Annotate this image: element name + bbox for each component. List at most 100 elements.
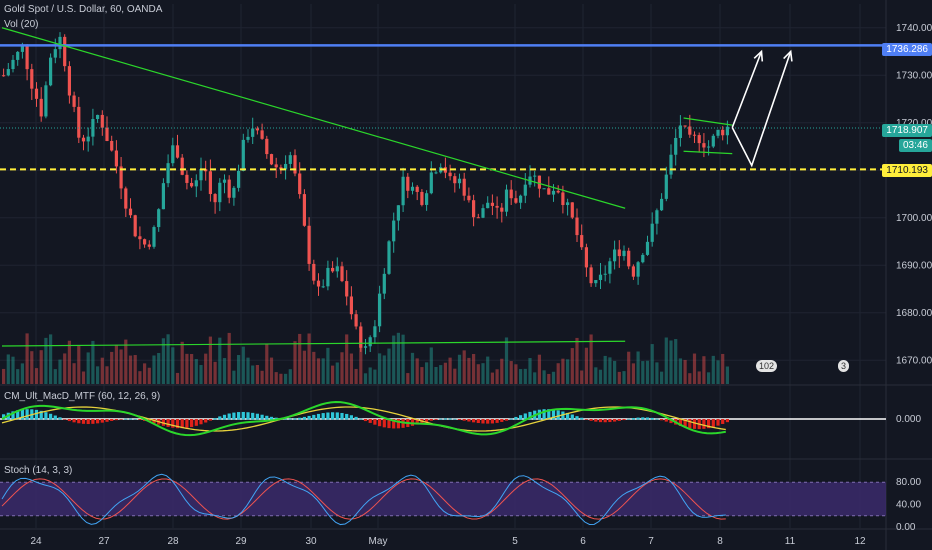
volume-bar [11,356,15,384]
volume-bar [321,358,325,384]
volume-bar [218,337,222,384]
volume-bar [528,358,532,384]
candle-body [11,59,15,70]
candle-body [25,44,29,70]
volume-bar [114,344,118,384]
macd-histogram-bar [636,417,640,420]
volume-bar [396,332,400,384]
volume-bar [316,358,321,384]
macd-histogram-bar [133,418,137,420]
volume-bar [678,358,682,384]
volume-bar [166,334,170,384]
volume-bar [16,369,20,384]
candle-body [133,215,137,237]
candle-body [269,154,274,165]
macd-histogram-bar [425,419,429,422]
volume-bar [86,352,90,384]
candle-body [227,179,231,198]
volume-bar [575,337,579,384]
candle-body [495,205,499,208]
volume-bar [30,351,34,384]
candle-body [91,119,95,137]
volume-bar [100,357,104,384]
stoch-tick-label: 40.00 [896,500,921,511]
price-tick-label: 1740.000 [896,23,932,34]
stoch-d-line [1,478,726,520]
candle-body [237,170,241,188]
candle-body [509,189,513,199]
volume-bar [598,369,603,384]
macd-histogram-bar [570,414,574,420]
volume-bar [39,350,43,384]
macd-histogram-bar [25,409,29,420]
macd-histogram-bar [443,418,447,420]
candle-body [246,136,250,140]
macd-histogram-bar [716,419,720,426]
candle-body [100,114,104,128]
volume-bar [711,355,715,384]
time-tick-label: 30 [305,536,317,547]
candle-body [349,296,353,315]
volume-bar [509,361,513,384]
candle-body [420,191,424,205]
volume-bar [462,350,466,384]
event-marker-us[interactable]: 102 [756,360,778,372]
macd-histogram-bar [622,419,626,421]
volume-bar [580,370,584,384]
volume-bar [683,359,687,384]
macd-histogram-bar [542,409,546,420]
macd-histogram-bar [655,418,659,420]
volume-bar [490,372,494,384]
candle-body [312,263,316,281]
candle-body [627,250,631,267]
candle-body [617,249,621,257]
macd-histogram-bar [91,419,95,424]
candle-body [500,207,504,212]
macd-histogram-bar [702,419,706,429]
candle-body [213,194,217,203]
candle-body [331,267,335,272]
macd-histogram-bar [721,419,725,424]
macd-histogram-bar [664,419,668,422]
macd-histogram-bar [650,417,654,420]
event-marker-us-2[interactable]: 3 [838,360,850,372]
candle-body [114,150,118,167]
candle-body [81,137,86,142]
macd-histogram-bar [354,416,358,420]
candle-body [608,261,612,274]
volume-bar [476,364,480,384]
volume-bar [378,353,382,384]
macd-histogram-bar [199,419,203,425]
macd-histogram-bar [11,411,15,420]
candle-body [575,217,579,236]
macd-histogram-bar [284,418,288,420]
volume-bar [457,354,462,384]
macd-histogram-bar [617,419,621,421]
volume-bar [194,359,198,384]
candle-body [175,145,180,158]
volume-bar [255,364,259,384]
macd-histogram-bar [725,419,729,423]
candle-body [425,193,429,205]
volume-bar [373,369,377,384]
macd-histogram-bar [561,411,565,420]
macd-histogram-bar [255,413,259,420]
candle-body [119,166,123,189]
candle-body [307,225,311,264]
candle-body [453,176,457,184]
volume-bar [265,343,269,384]
macd-histogram-bar [660,419,664,421]
time-tick-label: 11 [785,536,796,547]
candle-body [669,154,673,175]
candle-body [363,346,368,348]
volume-bar [199,365,203,384]
macd-histogram-bar [44,412,48,420]
volume-bar [161,338,165,384]
candle-body [316,280,321,287]
candle-body [96,114,100,120]
macd-histogram-bar [105,419,109,422]
candle-body [584,247,588,268]
macd-histogram-bar [641,417,645,420]
volume-bar [406,373,410,384]
macd-histogram-bar [448,418,452,420]
